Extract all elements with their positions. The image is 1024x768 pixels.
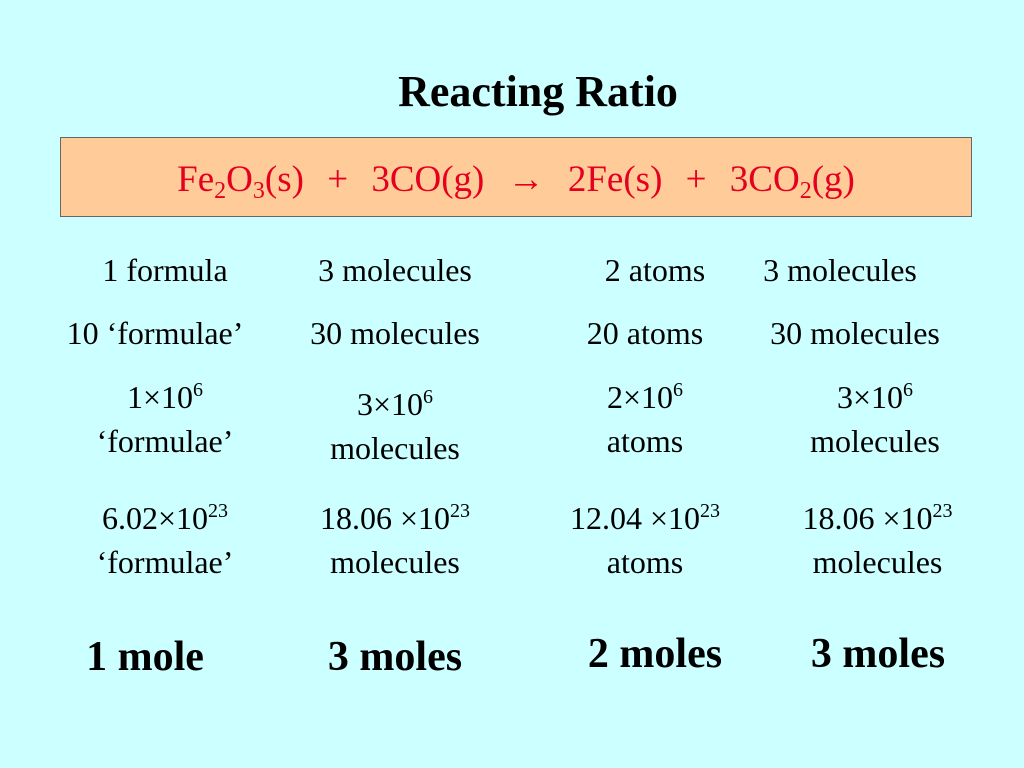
plus-sign: + [685, 159, 707, 200]
row4-col2: 18.06 ×1023 molecules [319, 500, 471, 580]
equation-box: Fe2O3(s) + 3CO(g) → 2Fe(s) + 3CO2(g) [60, 137, 972, 217]
product-fe: 2Fe(s) [567, 159, 663, 200]
row4-col4: 18.06 ×1023 molecules [802, 500, 953, 580]
moles-col2: 3 moles [327, 634, 463, 680]
row4-col3: 12.04 ×1023 atoms [569, 500, 721, 580]
reactant-fe2o3: Fe2O3(s) [177, 159, 304, 204]
row2-col1: 10 ‘formulae’ [66, 315, 244, 351]
row3-col3: 2×106 atoms [606, 379, 684, 459]
row2-col3: 20 atoms [586, 315, 704, 351]
reactant-co: 3CO(g) [371, 159, 485, 200]
row2-col2: 30 molecules [310, 315, 480, 351]
row3-col4: 3×106 molecules [810, 379, 940, 459]
reaction-arrow: → [507, 159, 545, 200]
plus-sign: + [327, 159, 349, 200]
slide-title: Reacting Ratio [398, 67, 678, 116]
chemical-equation: Fe2O3(s) + 3CO(g) → 2Fe(s) + 3CO2(g) [61, 158, 971, 204]
row4-col1: 6.02×1023 ‘formulae’ [96, 500, 234, 580]
row1-col4: 3 molecules [763, 252, 917, 288]
moles-col4: 3 moles [810, 631, 946, 677]
moles-col3: 2 moles [587, 631, 723, 677]
row1-col2: 3 molecules [318, 252, 472, 288]
row3-col1: 1×106 ‘formulae’ [96, 379, 234, 459]
row3-col2: 3×106 molecules [330, 386, 460, 466]
row2-col4: 30 molecules [770, 315, 940, 351]
row1-col3: 2 atoms [604, 252, 706, 288]
row1-col1: 1 formula [102, 252, 228, 288]
product-co2: 3CO2(g) [729, 159, 855, 204]
moles-col1: 1 mole [86, 634, 204, 680]
